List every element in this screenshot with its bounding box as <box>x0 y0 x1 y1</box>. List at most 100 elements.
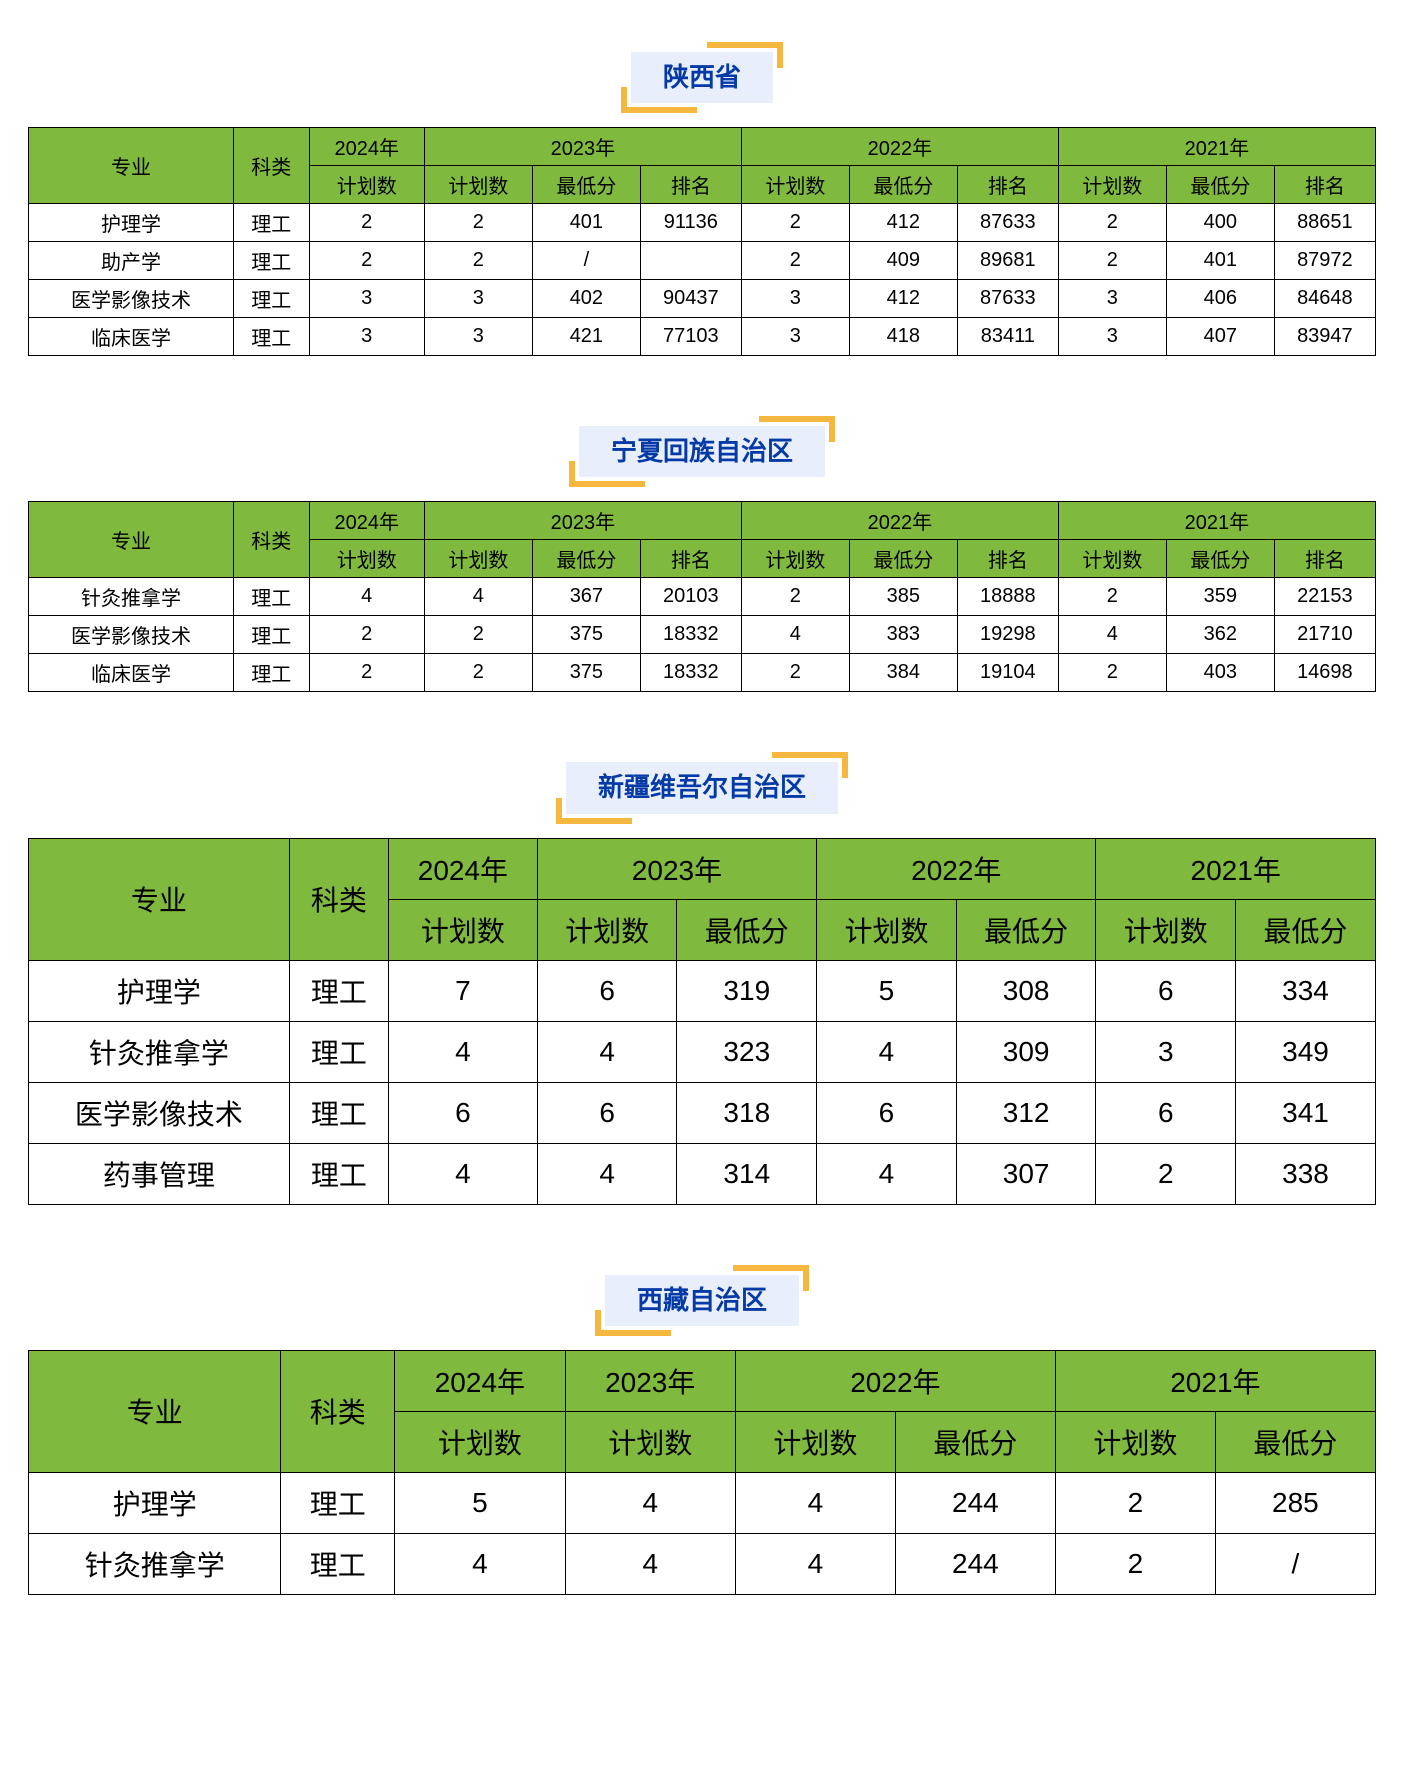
cell: 2 <box>1058 654 1166 692</box>
cell: 2 <box>741 204 849 242</box>
table-row: 医学影像技术理工3340290437341287633340684648 <box>29 280 1376 318</box>
cell: 18888 <box>957 578 1058 616</box>
table-row: 针灸推拿学理工4432343093349 <box>29 1021 1376 1082</box>
cell: 384 <box>849 654 957 692</box>
cell: 理工 <box>289 1143 388 1204</box>
col-2022: 2022年 <box>741 128 1058 166</box>
col-min: 最低分 <box>1166 166 1274 204</box>
col-2024: 2024年 <box>389 838 538 899</box>
col-rank: 排名 <box>1274 166 1375 204</box>
cell: 308 <box>956 960 1096 1021</box>
cell: 4 <box>741 616 849 654</box>
cell: 6 <box>1096 1082 1236 1143</box>
cell: 307 <box>956 1143 1096 1204</box>
cell: 418 <box>849 318 957 356</box>
col-plan: 计划数 <box>1058 540 1166 578</box>
col-2024: 2024年 <box>309 128 424 166</box>
cell: 77103 <box>640 318 741 356</box>
col-min: 最低分 <box>956 899 1096 960</box>
cell: 407 <box>1166 318 1274 356</box>
col-rank: 排名 <box>957 540 1058 578</box>
cell: 84648 <box>1274 280 1375 318</box>
cell: 90437 <box>640 280 741 318</box>
cell: 理工 <box>289 1082 388 1143</box>
cell: 22153 <box>1274 578 1375 616</box>
col-plan: 计划数 <box>424 540 532 578</box>
col-2022: 2022年 <box>735 1350 1055 1411</box>
cell: 4 <box>309 578 424 616</box>
title-wrap: 陕西省 <box>0 52 1404 103</box>
col-2021: 2021年 <box>1055 1350 1375 1411</box>
cell: 临床医学 <box>29 318 234 356</box>
cell: 医学影像技术 <box>29 616 234 654</box>
col-plan: 计划数 <box>309 166 424 204</box>
cell: 针灸推拿学 <box>29 1533 281 1594</box>
table-row: 助产学理工22/240989681240187972 <box>29 242 1376 280</box>
cell: 312 <box>956 1082 1096 1143</box>
cell: 383 <box>849 616 957 654</box>
col-2023: 2023年 <box>537 838 816 899</box>
table-row: 针灸推拿学理工4436720103238518888235922153 <box>29 578 1376 616</box>
cell: 2 <box>309 204 424 242</box>
cell: 338 <box>1236 1143 1376 1204</box>
cell: 18332 <box>640 616 741 654</box>
col-2022: 2022年 <box>817 838 1096 899</box>
cell: 2 <box>1055 1533 1215 1594</box>
col-2023: 2023年 <box>424 128 741 166</box>
table-row: 护理学理工7631953086334 <box>29 960 1376 1021</box>
cell: 针灸推拿学 <box>29 1021 290 1082</box>
col-plan: 计划数 <box>537 899 677 960</box>
cell: 护理学 <box>29 960 290 1021</box>
col-category: 科类 <box>281 1350 395 1472</box>
col-plan: 计划数 <box>1058 166 1166 204</box>
col-min: 最低分 <box>895 1411 1055 1472</box>
cell: 412 <box>849 280 957 318</box>
cell: 理工 <box>281 1472 395 1533</box>
cell: 6 <box>817 1082 957 1143</box>
table-row: 护理学理工5442442285 <box>29 1472 1376 1533</box>
cell: 359 <box>1166 578 1274 616</box>
cell: 5 <box>395 1472 565 1533</box>
cell: 2 <box>1058 578 1166 616</box>
tbody-ningxia: 针灸推拿学理工4436720103238518888235922153医学影像技… <box>29 578 1376 692</box>
cell: 3 <box>741 280 849 318</box>
cell: 367 <box>532 578 640 616</box>
cell: 91136 <box>640 204 741 242</box>
cell: 2 <box>1096 1143 1236 1204</box>
cell: 421 <box>532 318 640 356</box>
cell: 4 <box>537 1021 677 1082</box>
col-rank: 排名 <box>957 166 1058 204</box>
cell: 4 <box>424 578 532 616</box>
cell: 88651 <box>1274 204 1375 242</box>
cell: 87972 <box>1274 242 1375 280</box>
cell: 助产学 <box>29 242 234 280</box>
col-major: 专业 <box>29 838 290 960</box>
section-xinjiang: 新疆维吾尔自治区 专业 科类 2024年 2023年 2022年 2021年 计… <box>0 762 1404 1204</box>
col-2023: 2023年 <box>565 1350 735 1411</box>
col-plan: 计划数 <box>741 166 849 204</box>
cell: 理工 <box>233 242 309 280</box>
cell: 385 <box>849 578 957 616</box>
cell: 3 <box>309 318 424 356</box>
col-category: 科类 <box>289 838 388 960</box>
cell: 3 <box>309 280 424 318</box>
table-row: 护理学理工2240191136241287633240088651 <box>29 204 1376 242</box>
cell: 401 <box>1166 242 1274 280</box>
cell: 244 <box>895 1472 1055 1533</box>
cell: 护理学 <box>29 1472 281 1533</box>
cell: 理工 <box>281 1533 395 1594</box>
cell: 349 <box>1236 1021 1376 1082</box>
cell: 323 <box>677 1021 817 1082</box>
cell: 83411 <box>957 318 1058 356</box>
cell: 2 <box>424 654 532 692</box>
cell: 6 <box>389 1082 538 1143</box>
cell: 2 <box>1058 204 1166 242</box>
cell: 6 <box>537 960 677 1021</box>
section-title: 西藏自治区 <box>605 1275 799 1326</box>
col-2022: 2022年 <box>741 502 1058 540</box>
col-2024: 2024年 <box>395 1350 565 1411</box>
cell: 309 <box>956 1021 1096 1082</box>
col-plan: 计划数 <box>1096 899 1236 960</box>
cell: 3 <box>1096 1021 1236 1082</box>
table-row: 药事管理理工4431443072338 <box>29 1143 1376 1204</box>
